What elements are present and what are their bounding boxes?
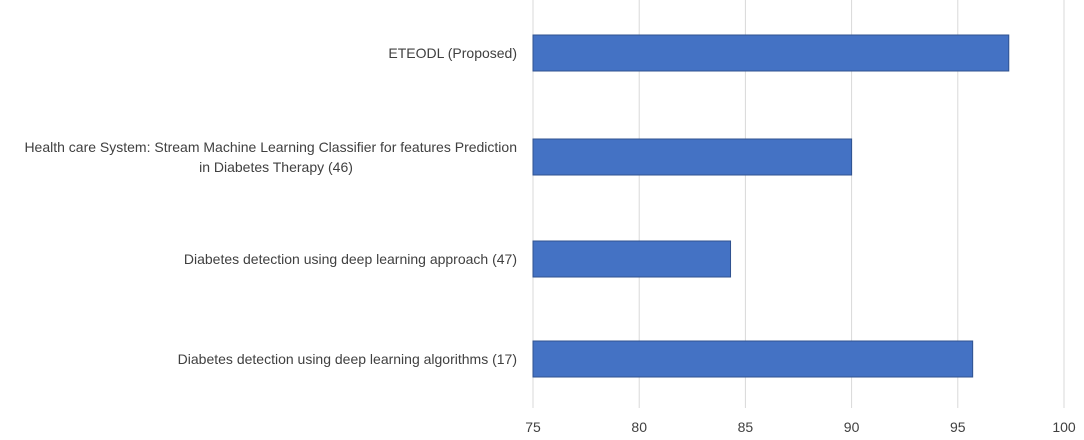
x-tick-label: 75 xyxy=(525,419,541,435)
bar xyxy=(532,138,853,176)
x-axis-tick-labels: 75 80 85 90 95 100 xyxy=(525,419,1076,435)
x-tick-label: 90 xyxy=(844,419,860,435)
category-labels: ETEODL (Proposed) Health care System: Str… xyxy=(24,45,517,367)
bar xyxy=(532,240,732,278)
bar xyxy=(532,340,974,378)
category-label: ETEODL (Proposed) xyxy=(388,45,517,61)
bars xyxy=(532,34,1010,378)
x-tick-label: 100 xyxy=(1052,419,1076,435)
x-tick-label: 80 xyxy=(631,419,647,435)
x-tick-label: 85 xyxy=(738,419,754,435)
category-label: Diabetes detection using deep learning a… xyxy=(178,351,517,367)
bar xyxy=(532,34,1010,72)
category-label: in Diabetes Therapy (46) xyxy=(199,159,353,175)
category-label: Diabetes detection using deep learning a… xyxy=(184,251,517,267)
category-label: Health care System: Stream Machine Learn… xyxy=(24,139,517,155)
x-tick-label: 95 xyxy=(950,419,966,435)
